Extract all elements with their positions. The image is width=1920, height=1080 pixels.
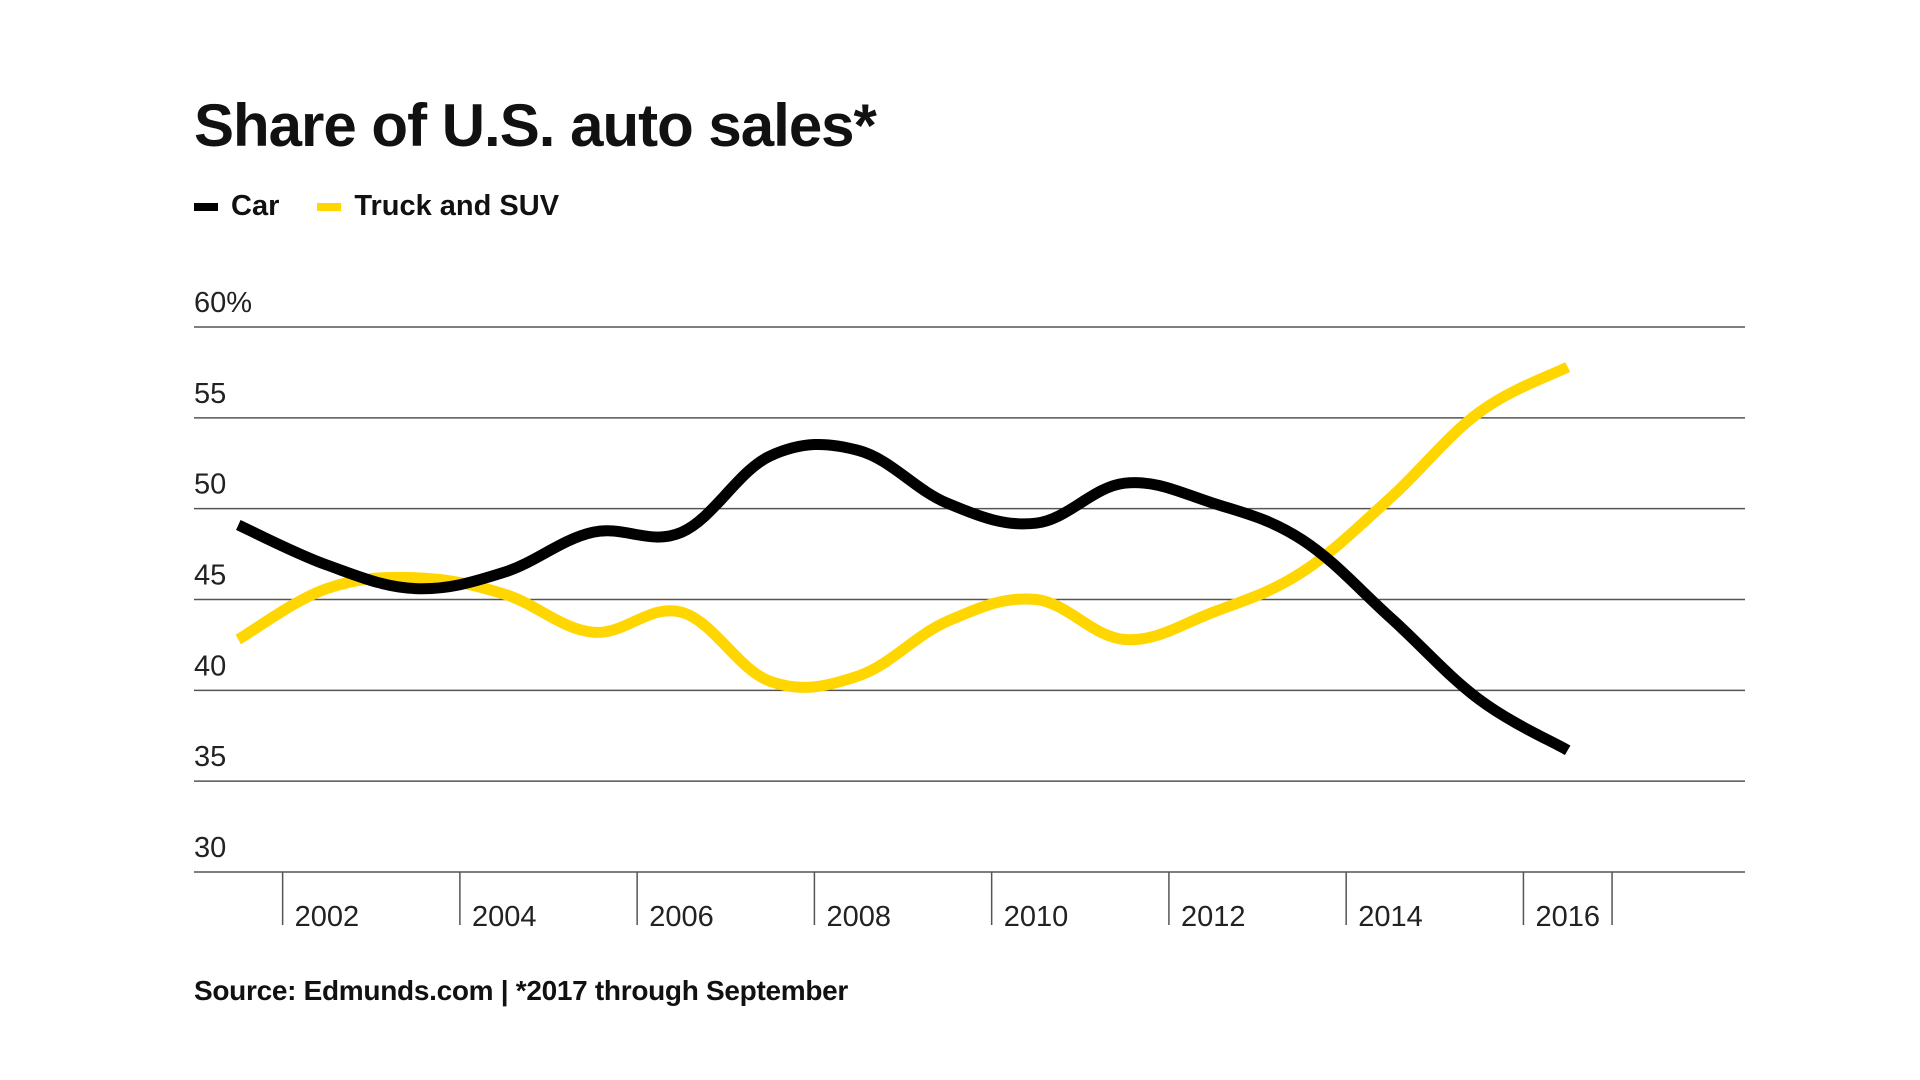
legend: Car Truck and SUV [194, 190, 597, 223]
x-tick-label-2004: 2004 [472, 901, 537, 933]
y-tick-label-55: 55 [194, 378, 226, 410]
gridlines [194, 326, 1745, 873]
x-tick-label-2012: 2012 [1181, 901, 1246, 933]
chart-title: Share of U.S. auto sales* [194, 92, 877, 159]
legend-swatch-car [194, 202, 218, 211]
y-tick-label-35: 35 [194, 741, 226, 773]
legend-swatch-truck-suv [317, 202, 342, 211]
legend-item-car: Car [194, 190, 279, 223]
y-tick-label-50: 50 [194, 469, 226, 501]
x-tick-label-2006: 2006 [649, 901, 714, 933]
legend-item-truck-suv: Truck and SUV [317, 190, 559, 223]
x-tick-label-2014: 2014 [1358, 901, 1423, 933]
x-tick-label-2016: 2016 [1535, 901, 1600, 933]
y-axis-ticks: 60% 55 50 45 40 35 30 [194, 287, 252, 864]
y-tick-label-40: 40 [194, 650, 226, 682]
series-lines [235, 362, 1571, 756]
y-tick-label-60: 60% [194, 287, 252, 319]
x-tick-label-2010: 2010 [1004, 901, 1069, 933]
legend-label-car: Car [231, 190, 280, 222]
legend-label-truck-suv: Truck and SUV [354, 190, 560, 222]
x-tick-label-2008: 2008 [826, 901, 891, 933]
series-line-truck-and-suv [235, 362, 1571, 693]
y-tick-label-30: 30 [194, 832, 226, 864]
x-axis-ticks: 2002 2004 2006 2008 2010 2012 2014 2016 [281, 872, 1613, 933]
source-note: Source: Edmunds.com | *2017 through Sept… [194, 975, 849, 1006]
series-line-car [236, 439, 1571, 756]
y-tick-label-45: 45 [194, 560, 226, 592]
x-tick-label-2002: 2002 [295, 901, 360, 933]
